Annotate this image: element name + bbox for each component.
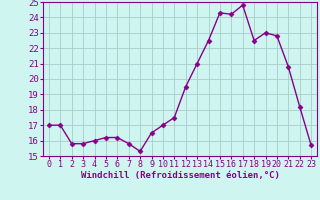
X-axis label: Windchill (Refroidissement éolien,°C): Windchill (Refroidissement éolien,°C) <box>81 171 279 180</box>
